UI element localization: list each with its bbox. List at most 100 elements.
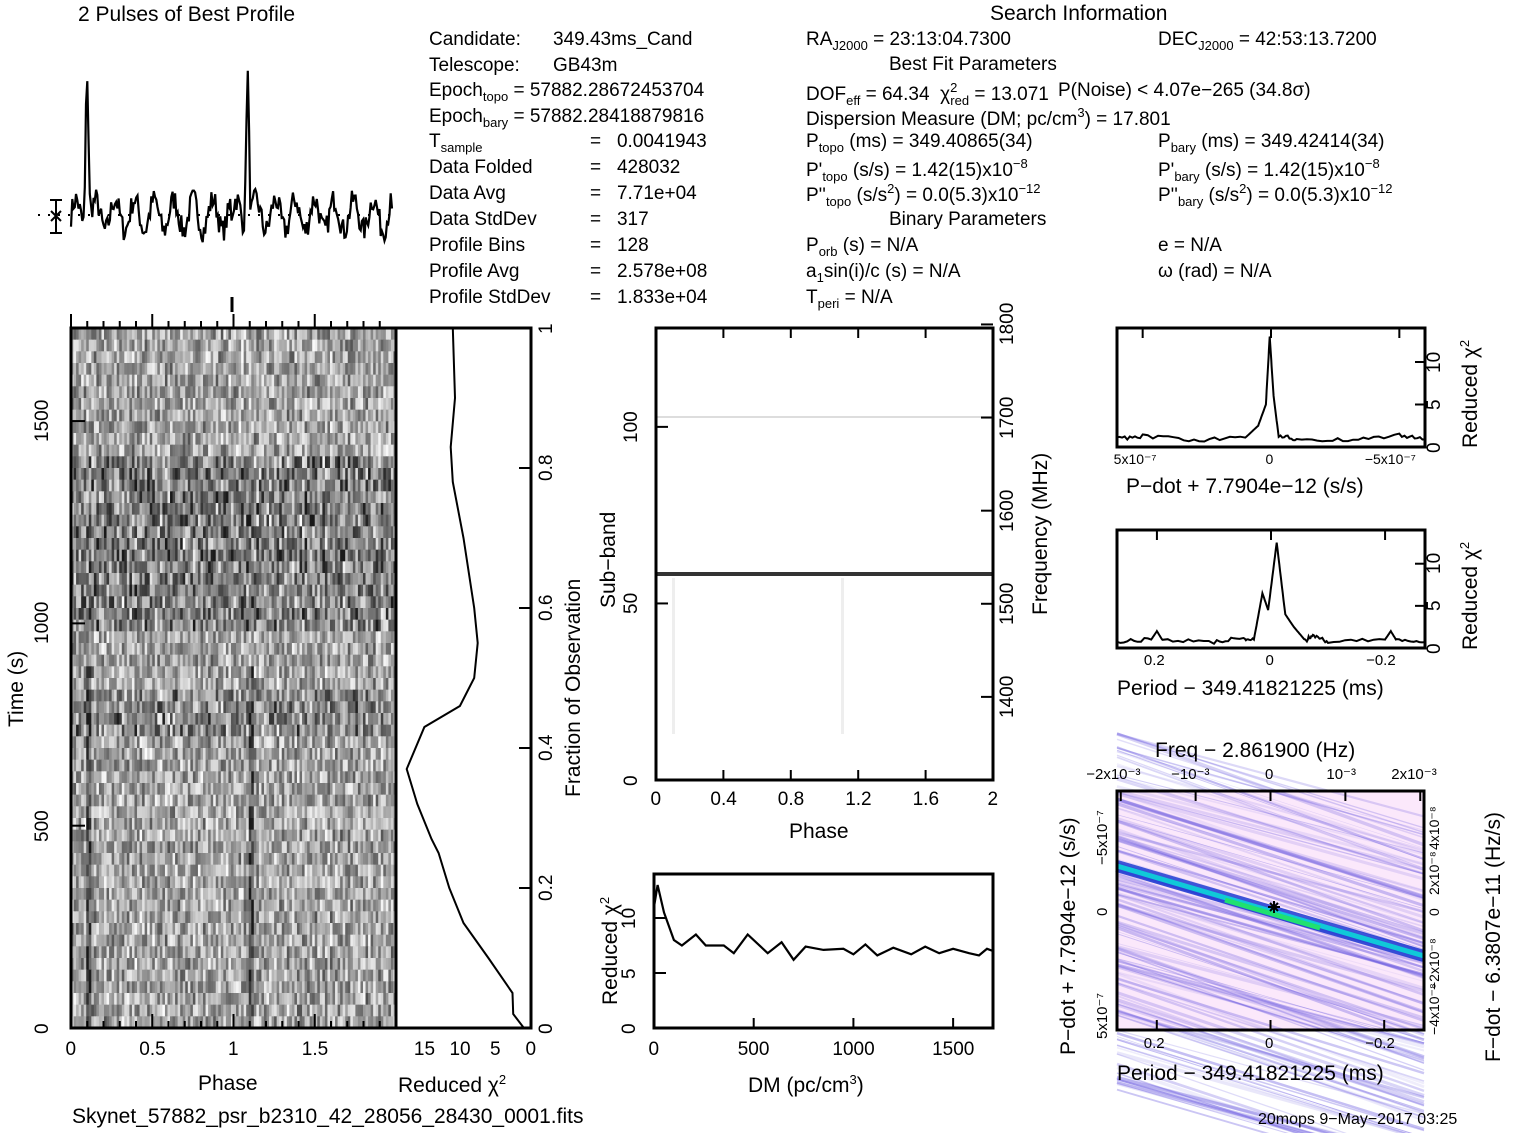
heatmap-cell bbox=[192, 444, 197, 457]
heatmap-cell bbox=[200, 549, 204, 562]
heatmap-cell bbox=[101, 619, 105, 632]
heatmap-cell bbox=[192, 654, 197, 667]
heatmap-cell bbox=[383, 713, 387, 726]
heatmap-cell bbox=[197, 421, 202, 434]
heatmap-cell bbox=[167, 526, 171, 539]
heatmap-cell bbox=[213, 409, 217, 422]
heatmap-cell bbox=[233, 374, 237, 387]
heatmap-cell bbox=[284, 771, 288, 784]
heatmap-cell bbox=[114, 724, 118, 737]
heatmap-cell bbox=[225, 503, 230, 516]
heatmap-cell bbox=[106, 421, 110, 434]
heatmap-cell bbox=[111, 526, 115, 539]
heatmap-cell bbox=[218, 433, 222, 446]
heatmap-cell bbox=[317, 736, 321, 749]
heatmap-cell bbox=[345, 631, 349, 644]
heatmap-cell bbox=[131, 654, 136, 667]
heatmap-cell bbox=[261, 468, 265, 481]
heatmap-cell bbox=[248, 573, 252, 586]
heatmap-cell bbox=[170, 409, 174, 422]
heatmap-cell bbox=[370, 608, 374, 621]
heatmap-cell bbox=[76, 596, 80, 609]
heatmap-cell bbox=[347, 584, 351, 597]
heatmap-cell bbox=[352, 654, 356, 667]
heatmap-cell bbox=[230, 468, 235, 481]
heatmap-cell bbox=[200, 328, 204, 341]
heatmap-cell bbox=[144, 526, 148, 539]
heatmap-cell bbox=[101, 351, 105, 364]
heatmap-cell bbox=[299, 666, 303, 679]
heatmap-cell bbox=[302, 351, 306, 364]
heatmap-cell bbox=[317, 374, 321, 387]
heatmap-cell bbox=[370, 339, 374, 352]
heatmap-cell bbox=[109, 386, 113, 399]
heatmap-cell bbox=[208, 631, 212, 644]
heatmap-cell bbox=[312, 631, 316, 644]
heatmap-cell bbox=[139, 643, 143, 656]
heatmap-cell bbox=[109, 456, 113, 469]
heatmap-cell bbox=[164, 654, 169, 667]
heatmap-cell bbox=[98, 596, 103, 609]
heatmap-cell bbox=[291, 549, 296, 562]
heatmap-cell bbox=[350, 514, 354, 527]
heatmap-cell bbox=[88, 363, 92, 376]
heatmap-cell bbox=[116, 701, 120, 714]
heatmap-cell bbox=[225, 444, 230, 457]
heatmap-cell bbox=[119, 736, 123, 749]
heatmap-cell bbox=[88, 526, 92, 539]
heatmap-cell bbox=[157, 654, 161, 667]
heatmap-cell bbox=[111, 771, 115, 784]
heatmap-cell bbox=[220, 468, 224, 481]
heatmap-cell bbox=[284, 573, 288, 586]
heatmap-cell bbox=[149, 678, 153, 691]
heatmap-cell bbox=[172, 421, 176, 434]
heatmap-cell bbox=[220, 771, 224, 784]
heatmap-cell bbox=[104, 444, 108, 457]
heatmap-cell bbox=[350, 491, 354, 504]
heatmap-cell bbox=[131, 374, 136, 387]
heatmap-cell bbox=[241, 526, 245, 539]
heatmap-cell bbox=[378, 363, 382, 376]
heatmap-cell bbox=[215, 584, 219, 597]
heatmap-cell bbox=[279, 468, 283, 481]
heatmap-cell bbox=[220, 724, 224, 737]
heatmap-cell bbox=[167, 596, 171, 609]
heatmap-cell bbox=[157, 433, 161, 446]
heatmap-cell bbox=[271, 468, 275, 481]
heatmap-cell bbox=[208, 608, 212, 621]
heatmap-cell bbox=[317, 678, 321, 691]
heatmap-cell bbox=[167, 549, 171, 562]
heatmap-cell bbox=[355, 689, 359, 702]
heatmap-cell bbox=[81, 631, 85, 644]
heatmap-cell bbox=[104, 654, 108, 667]
heatmap-cell bbox=[373, 339, 377, 352]
heatmap-cell bbox=[172, 759, 176, 772]
heatmap-cell bbox=[251, 596, 255, 609]
heatmap-cell bbox=[185, 596, 189, 609]
heatmap-cell bbox=[88, 759, 92, 772]
heatmap-cell bbox=[360, 514, 364, 527]
heatmap-cell bbox=[111, 479, 115, 492]
heatmap-cell bbox=[111, 503, 115, 516]
heatmap-cell bbox=[111, 584, 115, 597]
heatmap-cell bbox=[246, 339, 250, 352]
heatmap-cell bbox=[335, 573, 339, 586]
heatmap-cell bbox=[164, 724, 169, 737]
heatmap-cell bbox=[380, 736, 384, 749]
heatmap-cell bbox=[71, 374, 75, 387]
heatmap-cell bbox=[248, 479, 252, 492]
heatmap-cell bbox=[225, 631, 230, 644]
heatmap-cell bbox=[116, 573, 120, 586]
heatmap-cell bbox=[164, 689, 169, 702]
heatmap-cell bbox=[388, 503, 392, 516]
heatmap-cell bbox=[299, 654, 303, 667]
heatmap-cell bbox=[380, 468, 384, 481]
heatmap-cell bbox=[195, 549, 199, 562]
heatmap-cell bbox=[98, 713, 103, 726]
heatmap-cell bbox=[147, 549, 151, 562]
heatmap-cell bbox=[129, 374, 133, 387]
heatmap-cell bbox=[121, 654, 125, 667]
heatmap-cell bbox=[340, 689, 344, 702]
heatmap-cell bbox=[261, 689, 265, 702]
heatmap-cell bbox=[342, 514, 346, 527]
